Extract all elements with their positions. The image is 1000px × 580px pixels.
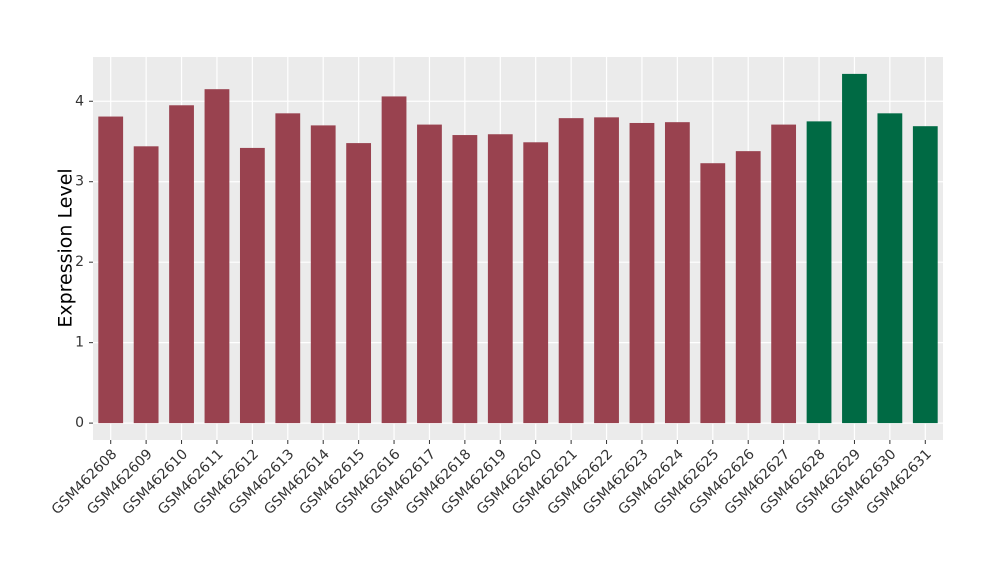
y-tick-label: 2 bbox=[75, 254, 84, 270]
bar bbox=[98, 116, 124, 424]
bar bbox=[912, 126, 938, 424]
bar bbox=[771, 124, 797, 424]
bar bbox=[275, 113, 301, 424]
y-tick-label: 4 bbox=[75, 93, 84, 109]
bar bbox=[558, 118, 584, 424]
bar bbox=[806, 121, 832, 424]
y-axis-title: Expression Level bbox=[55, 168, 77, 327]
bar bbox=[452, 135, 478, 424]
bar bbox=[629, 122, 655, 424]
bar bbox=[204, 89, 230, 424]
bar bbox=[842, 73, 867, 424]
bar bbox=[523, 142, 549, 424]
bar bbox=[417, 124, 442, 424]
bar bbox=[700, 163, 726, 424]
bar bbox=[381, 96, 407, 424]
bar bbox=[239, 147, 265, 424]
y-tick-label: 1 bbox=[75, 335, 84, 351]
bar bbox=[133, 146, 159, 424]
panel bbox=[93, 57, 943, 440]
bar bbox=[487, 134, 513, 424]
bar bbox=[310, 125, 336, 424]
y-tick-label: 0 bbox=[75, 415, 84, 431]
bar bbox=[346, 143, 372, 424]
y-tick-label: 3 bbox=[75, 174, 84, 190]
bar bbox=[594, 117, 619, 424]
bar bbox=[877, 113, 903, 424]
bar bbox=[735, 151, 761, 424]
bar bbox=[664, 122, 690, 424]
bar bbox=[169, 105, 194, 424]
